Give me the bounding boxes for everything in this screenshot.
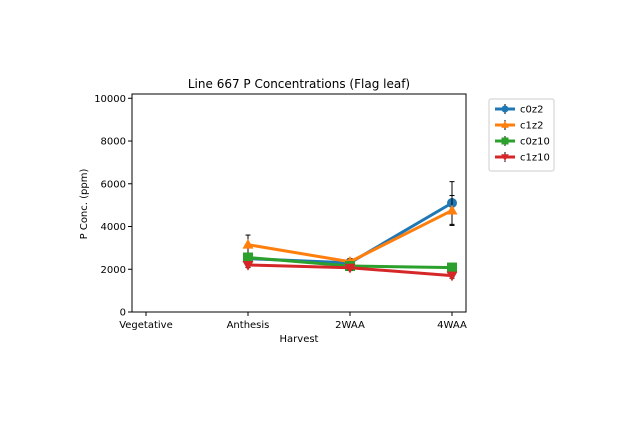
x-tick-label: 2WAA: [335, 320, 365, 331]
series-c1z10: [242, 260, 458, 282]
y-tick-label: 10000: [94, 94, 126, 105]
chart-title: Line 667 P Concentrations (Flag leaf): [188, 77, 410, 91]
legend-item: c1z2: [495, 120, 543, 132]
plot-frame: [131, 93, 467, 313]
y-tick-label: 8000: [101, 137, 126, 148]
legend-marker: [501, 105, 509, 113]
x-tick-label: Vegetative: [119, 320, 173, 331]
data-point: [242, 260, 254, 271]
y-tick-label: 6000: [101, 179, 126, 190]
axes: 0 2000 4000 6000 8000 10000 Vegetative Anthesis…: [94, 93, 467, 331]
data-point: [446, 204, 458, 215]
data-point: [446, 271, 458, 282]
data-point: [243, 252, 253, 263]
legend-item: c1z10: [495, 152, 550, 164]
legend-label: c1z10: [520, 153, 550, 164]
y-tick-label: 4000: [101, 222, 126, 233]
x-tick-label: 4WAA: [437, 320, 467, 331]
legend-label: c1z2: [520, 121, 543, 132]
legend: c0z2 c1z2 c0z10 c1z10: [488, 98, 555, 172]
legend-item: c0z10: [495, 136, 550, 148]
series-c1z2: [242, 195, 458, 266]
x-axis-title: Harvest: [280, 334, 319, 345]
data-point: [447, 262, 457, 273]
legend-marker: [501, 120, 509, 128]
legend-marker: [501, 154, 509, 162]
series-line: [246, 208, 455, 264]
y-tick-label: 0: [120, 308, 126, 319]
legend-item: c0z2: [495, 104, 543, 116]
x-tick-label: Anthesis: [227, 320, 270, 331]
legend-label: c0z10: [520, 137, 550, 148]
series-layer: [242, 181, 458, 282]
y-axis-title: P Conc. (ppm): [79, 169, 90, 240]
data-point: [242, 238, 254, 249]
legend-label: c0z2: [520, 105, 543, 116]
data-point: [344, 263, 356, 274]
y-tick-label: 2000: [101, 265, 126, 276]
legend-marker: [501, 137, 509, 145]
series-line: [246, 200, 455, 265]
